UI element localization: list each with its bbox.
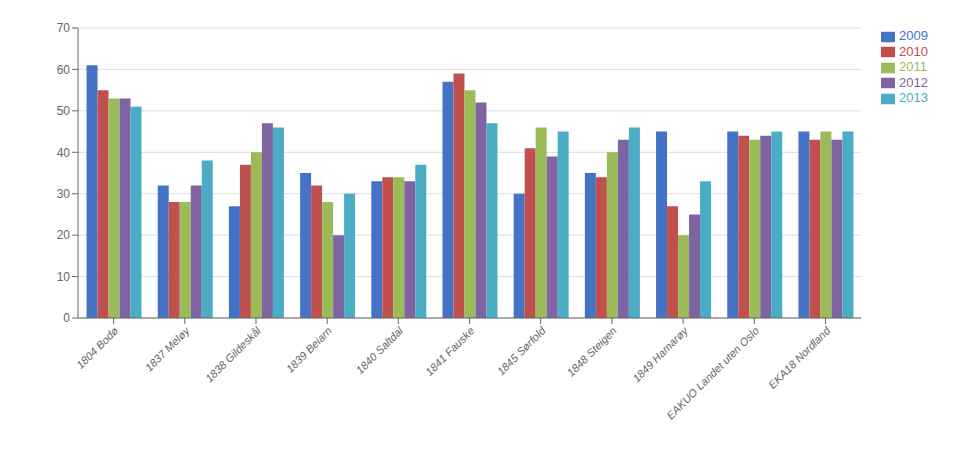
svg-text:1848 Steigen: 1848 Steigen [565, 324, 619, 378]
svg-text:1838 Gildeskål: 1838 Gildeskål [203, 324, 263, 384]
svg-text:0: 0 [63, 311, 70, 325]
svg-text:EKA18 Nordland: EKA18 Nordland [766, 324, 833, 391]
svg-text:20: 20 [57, 228, 71, 242]
html-text:2012: 2012 [899, 74, 928, 90]
svg-text:30: 30 [57, 187, 71, 201]
svg-text:1839 Beiarn: 1839 Beiarn [284, 324, 334, 374]
svg-text:40: 40 [57, 146, 71, 160]
svg-text:1837 Meløy: 1837 Meløy [143, 323, 193, 373]
svg-text:1849 Hamarøy: 1849 Hamarøy [630, 323, 691, 384]
html-text:2009: 2009 [899, 28, 928, 43]
svg-text:50: 50 [57, 104, 71, 118]
html-text:2010: 2010 [899, 43, 928, 59]
svg-text:1804 Bodø: 1804 Bodø [74, 324, 121, 371]
svg-text:60: 60 [57, 63, 71, 77]
svg-text:10: 10 [57, 270, 71, 284]
html-text:2011: 2011 [899, 59, 927, 75]
svg-text:1841 Fauske: 1841 Fauske [423, 324, 476, 377]
svg-text:1840 Saltdal: 1840 Saltdal [354, 324, 406, 376]
svg-text:1845 Sørfold: 1845 Sørfold [495, 324, 549, 378]
html-text:2013: 2013 [899, 90, 928, 106]
svg-text:70: 70 [57, 21, 71, 35]
svg-text:EAKUO Landet uten Oslo: EAKUO Landet uten Oslo [664, 324, 761, 421]
